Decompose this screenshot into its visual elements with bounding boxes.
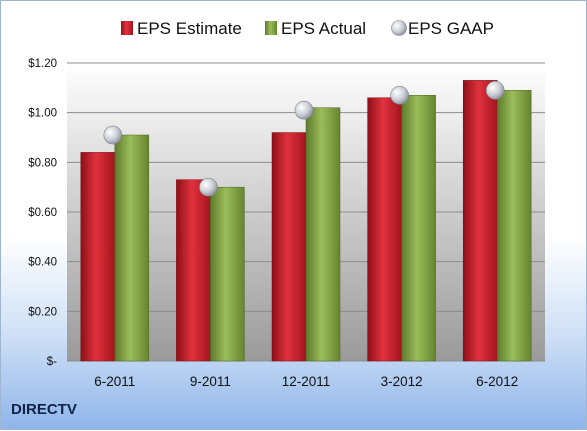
y-tick-label: $- (47, 356, 57, 368)
legend-eps-gaap-label: EPS GAAP (408, 19, 494, 38)
bar-eps-estimate (462, 80, 498, 362)
bar-eps-actual (305, 107, 341, 362)
x-category-label: 6-2011 (94, 374, 135, 389)
bar-eps-estimate (176, 179, 211, 362)
x-category-label: 12-2011 (282, 374, 331, 389)
x-category-label: 9-2011 (190, 374, 231, 389)
legend-eps-actual-swatch (265, 21, 277, 35)
bar-eps-actual (401, 95, 436, 362)
marker-eps-gaap (485, 81, 505, 100)
bar-eps-estimate (80, 152, 116, 362)
company-label: DIRECTV (11, 401, 77, 418)
y-tick-label: $0.60 (28, 207, 57, 219)
bar-eps-estimate (367, 97, 402, 362)
marker-eps-gaap (390, 85, 409, 105)
legend-eps-estimate-label: EPS Estimate (137, 19, 242, 38)
y-tick-label: $0.40 (28, 257, 57, 269)
y-tick-label: $0.80 (28, 157, 57, 169)
bar-eps-estimate (271, 132, 307, 362)
legend-eps-estimate-swatch (121, 21, 133, 35)
marker-eps-gaap (294, 100, 314, 120)
legend-eps-actual-label: EPS Actual (281, 19, 366, 38)
legend-eps-gaap-swatch (391, 20, 407, 36)
bar-eps-actual (114, 134, 150, 362)
x-category-label: 3-2012 (381, 374, 423, 389)
y-tick-label: $1.00 (28, 108, 57, 120)
bar-eps-actual (210, 186, 245, 362)
x-category-label: 6-2012 (476, 374, 518, 389)
y-tick-label: $1.20 (28, 58, 57, 70)
marker-eps-gaap (199, 177, 218, 197)
y-tick-label: $0.20 (28, 306, 57, 318)
bar-eps-actual (496, 90, 532, 362)
marker-eps-gaap (103, 125, 123, 145)
